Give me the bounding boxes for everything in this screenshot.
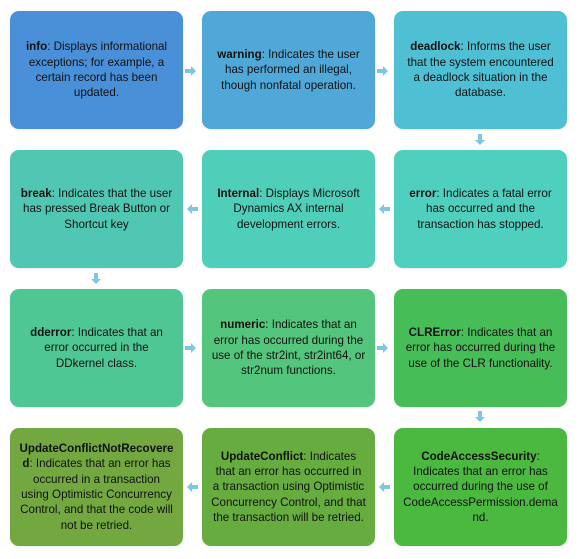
box-clrerror-text: CLRError: Indicates that an error has oc…: [403, 325, 558, 371]
box-updateconflictnotrecovered-key: UpdateConflictNotRecovered: [19, 442, 174, 471]
box-info-key: info: [25, 40, 48, 54]
arrow-left-icon: [186, 481, 198, 493]
box-warning-key: warning: [217, 48, 262, 62]
box-break-key: break: [20, 187, 52, 201]
box-break-text: break: Indicates that the user has press…: [19, 186, 174, 232]
arrow-right-icon: [377, 342, 389, 354]
box-internal-key: Internal: [217, 187, 260, 201]
box-break-desc: : Indicates that the user has pressed Br…: [23, 187, 173, 231]
arrow-right-icon: [185, 342, 197, 354]
box-warning-desc: : Indicates the user has performed an il…: [221, 48, 360, 92]
box-numeric-text: numeric: Indicates that an error has occ…: [211, 317, 366, 378]
box-codeaccesssecurity-text: CodeAccessSecurity: Indicates that an er…: [403, 449, 558, 525]
box-numeric-desc: : Indicates that an error has occurred d…: [211, 318, 366, 378]
box-dderror-desc: : Indicates that an error occurred in th…: [44, 326, 163, 370]
box-dderror: dderror: Indicates that an error occurre…: [10, 289, 183, 407]
box-dderror-key: dderror: [30, 326, 72, 340]
box-deadlock-text: deadlock: Informs the user that the syst…: [403, 39, 558, 100]
box-internal-desc: : Displays Microsoft Dynamics AX interna…: [233, 187, 360, 231]
box-break: break: Indicates that the user has press…: [10, 150, 183, 268]
box-info-text: info: Displays informational exceptions;…: [19, 39, 174, 100]
box-error-key: error: [409, 187, 437, 201]
arrow-left-icon: [378, 203, 390, 215]
arrow-right-icon: [377, 65, 389, 77]
box-error: error: Indicates a fatal error has occur…: [394, 150, 567, 268]
box-clrerror: CLRError: Indicates that an error has oc…: [394, 289, 567, 407]
box-clrerror-key: CLRError: [408, 326, 461, 340]
arrow-down-icon: [474, 134, 486, 146]
arrow-down-icon: [90, 273, 102, 285]
box-info: info: Displays informational exceptions;…: [10, 11, 183, 129]
box-dderror-text: dderror: Indicates that an error occurre…: [19, 325, 174, 371]
box-internal-text: Internal: Displays Microsoft Dynamics AX…: [211, 186, 366, 232]
arrow-left-icon: [378, 481, 390, 493]
box-warning: warning: Indicates the user has performe…: [202, 11, 375, 129]
box-error-desc: : Indicates a fatal error has occurred a…: [417, 187, 552, 231]
arrow-right-icon: [185, 65, 197, 77]
box-internal: Internal: Displays Microsoft Dynamics AX…: [202, 150, 375, 268]
box-numeric: numeric: Indicates that an error has occ…: [202, 289, 375, 407]
box-updateconflict-key: UpdateConflict: [220, 449, 304, 463]
arrow-down-icon: [474, 411, 486, 423]
box-updateconflict-desc: : Indicates that an error has occurred i…: [211, 449, 366, 524]
box-updateconflict-text: UpdateConflict: Indicates that an error …: [211, 449, 366, 525]
box-updateconflict: UpdateConflict: Indicates that an error …: [202, 428, 375, 546]
box-warning-text: warning: Indicates the user has performe…: [211, 47, 366, 93]
box-codeaccesssecurity-desc: : Indicates that an error has occurred d…: [403, 449, 558, 524]
box-codeaccesssecurity: CodeAccessSecurity: Indicates that an er…: [394, 428, 567, 546]
arrow-left-icon: [186, 203, 198, 215]
box-clrerror-desc: : Indicates that an error has occurred d…: [405, 326, 556, 370]
box-updateconflictnotrecovered: UpdateConflictNotRecovered: Indicates th…: [10, 428, 183, 546]
box-deadlock: deadlock: Informs the user that the syst…: [394, 11, 567, 129]
box-deadlock-desc: : Informs the user that the system encou…: [407, 40, 554, 100]
box-updateconflictnotrecovered-text: UpdateConflictNotRecovered: Indicates th…: [19, 441, 174, 533]
box-codeaccesssecurity-key: CodeAccessSecurity: [421, 449, 537, 463]
box-numeric-key: numeric: [220, 318, 266, 332]
box-updateconflictnotrecovered-desc: : Indicates that an error has occurred i…: [20, 457, 173, 532]
box-deadlock-key: deadlock: [410, 40, 461, 54]
box-info-desc: : Displays informational exceptions; for…: [28, 40, 168, 100]
box-error-text: error: Indicates a fatal error has occur…: [403, 186, 558, 232]
